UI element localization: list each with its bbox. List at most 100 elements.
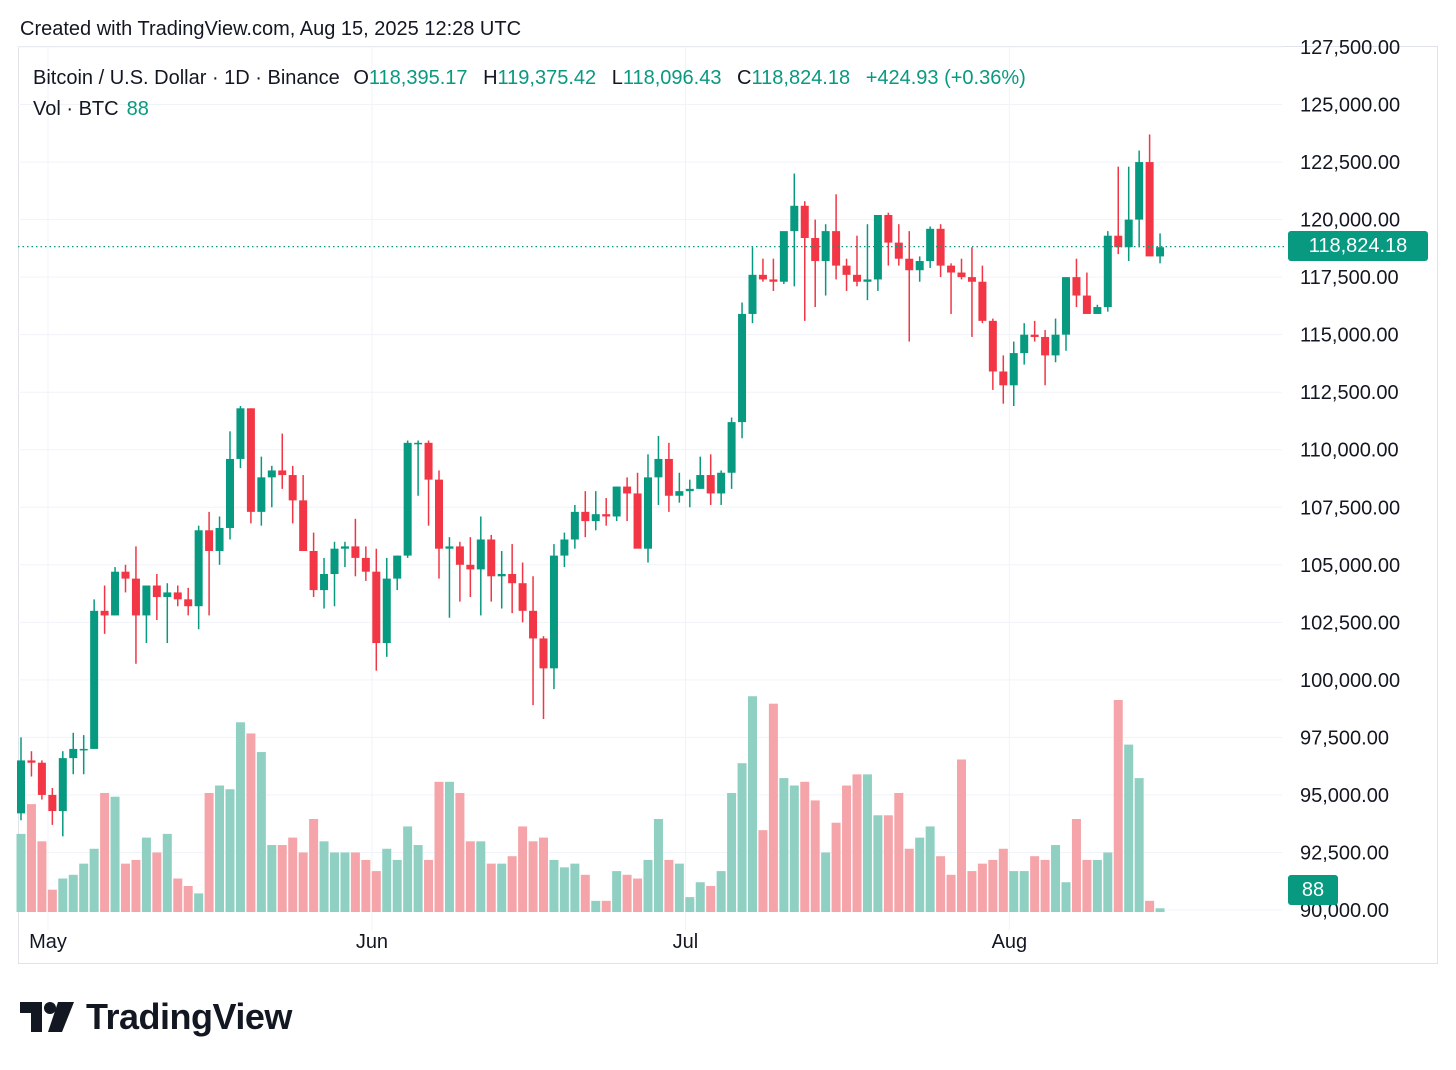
candle-body xyxy=(1114,235,1123,248)
y-tick-label: 105,000.00 xyxy=(1300,555,1400,577)
candle-body xyxy=(800,205,809,239)
candle-body xyxy=(236,408,245,459)
volume-bar xyxy=(330,852,339,912)
candle-body xyxy=(340,546,349,549)
x-tick-label: May xyxy=(29,931,67,953)
volume-bar xyxy=(695,882,705,912)
volume-bar xyxy=(382,848,392,912)
volume-bar xyxy=(674,863,684,912)
candle-body xyxy=(654,458,663,478)
candle-body xyxy=(508,574,517,584)
volume-bar xyxy=(518,826,528,912)
candle-body xyxy=(967,277,976,282)
volume-label[interactable]: Vol · BTC xyxy=(33,98,119,120)
candle-body xyxy=(999,371,1008,386)
candle-body xyxy=(853,274,861,282)
volume-bar xyxy=(810,800,820,912)
volume-bar xyxy=(434,781,444,912)
candle-body xyxy=(863,279,872,282)
candle-body xyxy=(602,514,611,517)
volume-bar xyxy=(1124,744,1134,912)
candle-body xyxy=(832,231,841,266)
volume-bar xyxy=(47,889,57,912)
volume-bar xyxy=(1061,882,1071,912)
volume-bar xyxy=(68,874,78,912)
volume-bar xyxy=(100,792,110,912)
candle-body xyxy=(215,527,224,551)
candle-body xyxy=(194,530,203,607)
volume-bar xyxy=(653,819,663,912)
candle-body xyxy=(644,477,652,549)
volume-bar xyxy=(361,859,371,912)
volume-bar xyxy=(26,804,36,912)
candle-body xyxy=(131,578,140,616)
volume-bar xyxy=(612,871,622,912)
volume-bar xyxy=(706,885,716,912)
candle-body xyxy=(821,231,830,262)
volume-bar xyxy=(800,781,810,912)
candle-body xyxy=(612,486,621,517)
candle-body xyxy=(288,475,297,501)
candle-body xyxy=(497,574,506,577)
volume-bar xyxy=(716,871,726,912)
candle-body xyxy=(675,491,684,496)
candle-body xyxy=(79,748,88,751)
volume-bar xyxy=(465,841,475,912)
candle-body xyxy=(727,422,736,473)
tradingview-logo[interactable]: TradingView xyxy=(20,995,292,1039)
volume-bar xyxy=(1134,778,1144,912)
last-price-tag: 118,824.18 xyxy=(1288,231,1428,261)
candle-body xyxy=(142,585,151,616)
candle-body xyxy=(947,265,956,273)
volume-bar xyxy=(246,733,256,912)
candle-body xyxy=(570,511,579,540)
y-tick-label: 115,000.00 xyxy=(1300,325,1399,347)
candle-body xyxy=(435,479,443,549)
brand-wordmark: TradingView xyxy=(86,996,292,1037)
candle-body xyxy=(27,760,36,763)
volume-bar xyxy=(998,848,1008,912)
candle-body xyxy=(69,748,78,759)
volume-bar xyxy=(309,819,319,912)
candle-body xyxy=(1041,336,1050,356)
change-value: +424.93 (+0.36%) xyxy=(865,67,1026,89)
candle-body xyxy=(988,320,997,372)
candle-body xyxy=(246,408,255,512)
volume-bar xyxy=(873,815,883,912)
candle-body xyxy=(372,571,381,644)
candle-body xyxy=(769,279,778,282)
candle-body xyxy=(1135,162,1144,220)
volume-bar xyxy=(528,841,538,912)
volume-bar xyxy=(424,859,434,912)
candle-body xyxy=(560,539,569,556)
y-tick-label: 97,500.00 xyxy=(1300,727,1389,749)
candle-body xyxy=(393,555,402,579)
candle-body xyxy=(361,557,370,572)
volume-bar xyxy=(539,837,548,912)
volume-bar xyxy=(643,859,653,912)
y-tick-label: 90,000.00 xyxy=(1300,900,1389,922)
y-tick-label: 122,500.00 xyxy=(1300,152,1400,174)
volume-bar xyxy=(235,722,245,912)
candle-body xyxy=(48,794,57,812)
volume-bar xyxy=(1155,908,1165,912)
volume-bar xyxy=(507,856,517,912)
low-label: L xyxy=(611,67,623,89)
candle-body xyxy=(226,458,234,528)
candle-body xyxy=(424,442,433,480)
close-label: C xyxy=(737,67,752,89)
volume-bar xyxy=(779,778,789,912)
candle-body xyxy=(414,442,423,445)
candle-body xyxy=(267,470,276,478)
y-tick-label: 107,500.00 xyxy=(1300,497,1400,519)
close-value: 118,824.18 xyxy=(751,67,851,89)
candle-body xyxy=(100,610,109,616)
volume-bar xyxy=(215,785,225,912)
candle-body xyxy=(278,470,287,476)
candle-body xyxy=(320,574,329,591)
volume-bar xyxy=(173,878,183,912)
volume-bar xyxy=(455,792,465,912)
candle-body xyxy=(257,477,266,512)
symbol-label[interactable]: Bitcoin / U.S. Dollar · 1D · Binance xyxy=(33,67,340,89)
